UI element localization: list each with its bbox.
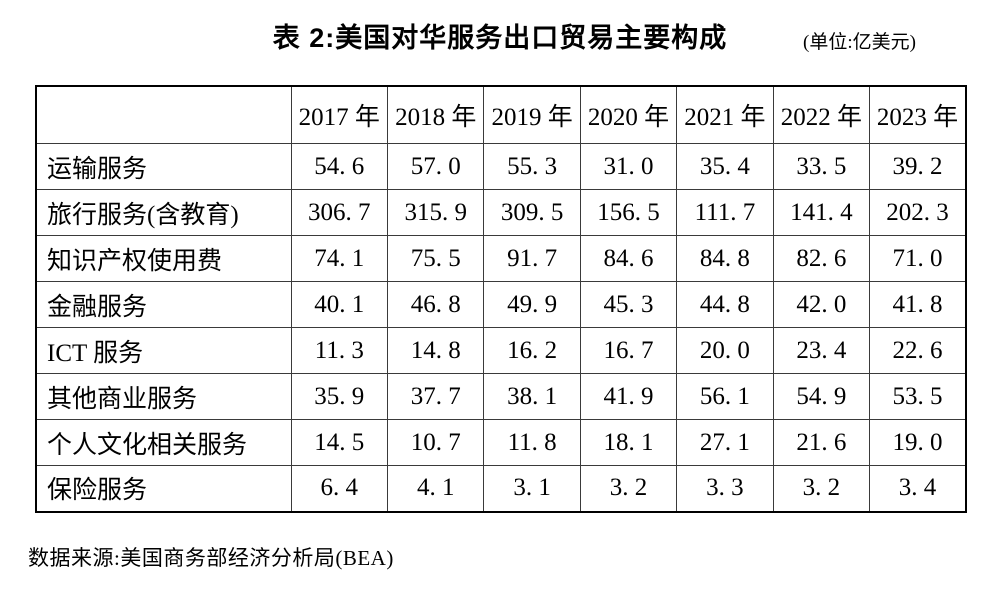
value-cell: 11. 8	[483, 419, 581, 466]
value-cell: 27. 1	[676, 419, 774, 466]
row-label: 运输服务	[35, 143, 292, 190]
table-row: 个人文化相关服务 14. 5 10. 7 11. 8 18. 1 27. 1 21. 6 19…	[35, 419, 967, 466]
year-header: 2020 年	[579, 85, 678, 144]
row-label: 个人文化相关服务	[35, 419, 292, 466]
value-cell: 19. 0	[869, 419, 967, 466]
value-cell: 23. 4	[772, 327, 871, 374]
value-cell: 33. 5	[772, 143, 871, 190]
value-cell: 91. 7	[483, 235, 581, 282]
table-row: 保险服务 6. 4 4. 1 3. 1 3. 2 3. 3 3. 2 3. 4	[35, 465, 967, 512]
value-cell: 49. 9	[483, 281, 581, 328]
value-cell: 56. 1	[676, 373, 774, 420]
table-row: 运输服务 54. 6 57. 0 55. 3 31. 0 35. 4 33. 5 39. 2	[35, 143, 967, 190]
value-cell: 39. 2	[869, 143, 967, 190]
value-cell: 40. 1	[290, 281, 389, 328]
value-cell: 84. 6	[579, 235, 678, 282]
unit-label: (单位:亿美元)	[803, 32, 916, 53]
value-cell: 45. 3	[579, 281, 678, 328]
value-cell: 41. 8	[869, 281, 967, 328]
row-label: 旅行服务(含教育)	[35, 189, 292, 236]
year-header: 2017 年	[290, 85, 389, 144]
table-row: 其他商业服务 35. 9 37. 7 38. 1 41. 9 56. 1 54. 9 53. …	[35, 373, 967, 420]
value-cell: 31. 0	[579, 143, 678, 190]
value-cell: 3. 1	[483, 465, 581, 512]
table-title: 表 2:美国对华服务出口贸易主要构成	[272, 23, 728, 53]
value-cell: 3. 2	[579, 465, 678, 512]
year-header: 2021 年	[676, 85, 774, 144]
value-cell: 82. 6	[772, 235, 871, 282]
row-label: 其他商业服务	[35, 373, 292, 420]
value-cell: 16. 7	[579, 327, 678, 374]
value-cell: 14. 8	[386, 327, 485, 374]
table-row: 知识产权使用费 74. 1 75. 5 91. 7 84. 6 84. 8 82. 6 71.…	[35, 235, 967, 282]
value-cell: 14. 5	[290, 419, 389, 466]
value-cell: 3. 2	[772, 465, 871, 512]
value-cell: 315. 9	[386, 189, 485, 236]
value-cell: 3. 3	[676, 465, 774, 512]
value-cell: 35. 4	[676, 143, 774, 190]
value-cell: 202. 3	[869, 189, 967, 236]
row-label: 知识产权使用费	[35, 235, 292, 282]
header-row: 2017 年 2018 年 2019 年 2020 年 2021 年 2022 年 2023…	[35, 85, 967, 144]
value-cell: 53. 5	[869, 373, 967, 420]
row-label: 保险服务	[35, 465, 292, 512]
value-cell: 141. 4	[772, 189, 871, 236]
value-cell: 41. 9	[579, 373, 678, 420]
year-header: 2018 年	[386, 85, 485, 144]
value-cell: 16. 2	[483, 327, 581, 374]
value-cell: 55. 3	[483, 143, 581, 190]
value-cell: 306. 7	[290, 189, 389, 236]
value-cell: 38. 1	[483, 373, 581, 420]
value-cell: 156. 5	[579, 189, 678, 236]
table-row: ICT 服务 11. 3 14. 8 16. 2 16. 7 20. 0 23. 4 22. …	[35, 327, 967, 374]
value-cell: 18. 1	[579, 419, 678, 466]
value-cell: 44. 8	[676, 281, 774, 328]
value-cell: 71. 0	[869, 235, 967, 282]
value-cell: 54. 9	[772, 373, 871, 420]
value-cell: 111. 7	[676, 189, 774, 236]
value-cell: 11. 3	[290, 327, 389, 374]
year-header: 2023 年	[869, 85, 967, 144]
value-cell: 57. 0	[386, 143, 485, 190]
value-cell: 35. 9	[290, 373, 389, 420]
value-cell: 10. 7	[386, 419, 485, 466]
row-label: 金融服务	[35, 281, 292, 328]
table-title-bar: 表 2:美国对华服务出口贸易主要构成	[0, 16, 1000, 53]
value-cell: 22. 6	[869, 327, 967, 374]
value-cell: 309. 5	[483, 189, 581, 236]
value-cell: 84. 8	[676, 235, 774, 282]
year-header: 2022 年	[772, 85, 871, 144]
value-cell: 54. 6	[290, 143, 389, 190]
data-source-note: 数据来源:美国商务部经济分析局(BEA)	[28, 546, 394, 570]
row-label: ICT 服务	[35, 327, 292, 374]
table-row: 金融服务 40. 1 46. 8 49. 9 45. 3 44. 8 42. 0 41. 8	[35, 281, 967, 328]
value-cell: 20. 0	[676, 327, 774, 374]
value-cell: 3. 4	[869, 465, 967, 512]
data-table: 2017 年 2018 年 2019 年 2020 年 2021 年 2022 年 2023…	[35, 85, 967, 513]
value-cell: 4. 1	[386, 465, 485, 512]
year-header: 2019 年	[483, 85, 581, 144]
value-cell: 74. 1	[290, 235, 389, 282]
value-cell: 21. 6	[772, 419, 871, 466]
value-cell: 42. 0	[772, 281, 871, 328]
value-cell: 6. 4	[290, 465, 389, 512]
value-cell: 46. 8	[386, 281, 485, 328]
corner-cell	[35, 85, 292, 144]
value-cell: 37. 7	[386, 373, 485, 420]
value-cell: 75. 5	[386, 235, 485, 282]
